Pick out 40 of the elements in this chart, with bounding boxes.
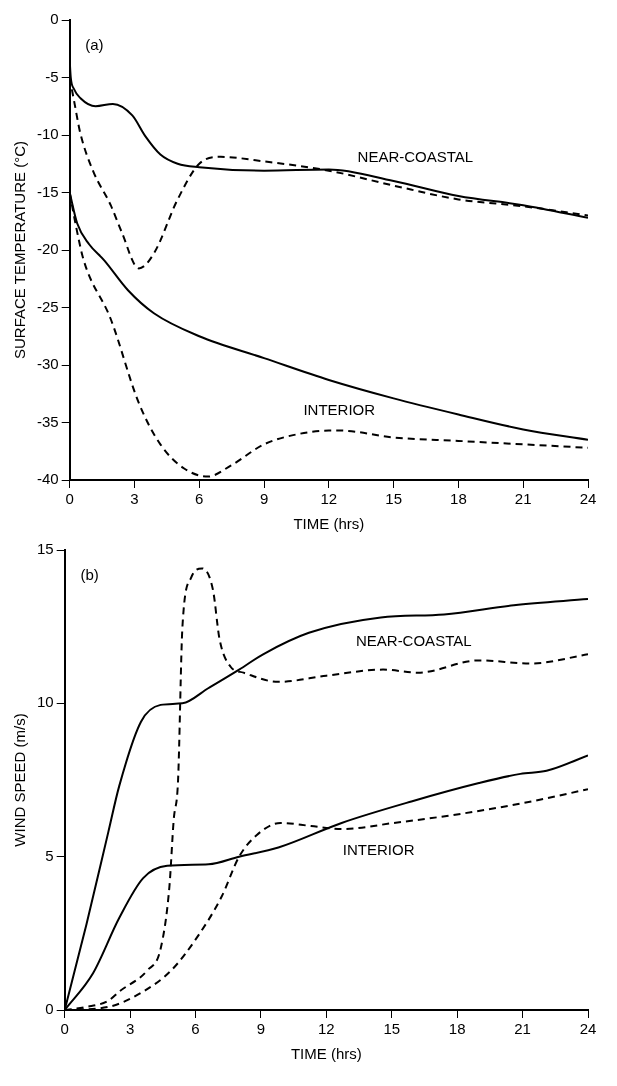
annotation: NEAR-COASTAL bbox=[355, 632, 472, 650]
x-tick-label: 12 bbox=[318, 1020, 335, 1038]
y-tick-label: -10 bbox=[36, 125, 59, 143]
x-tick-label: 24 bbox=[579, 490, 597, 508]
annotation: INTERIOR bbox=[303, 401, 376, 419]
x-tick-label: 9 bbox=[259, 490, 269, 508]
annotation: (b) bbox=[80, 566, 99, 584]
x-tick-label: 3 bbox=[125, 1020, 135, 1038]
y-tick-label: -25 bbox=[36, 297, 59, 315]
y-tick-label: -20 bbox=[36, 240, 59, 258]
x-tick-label: 15 bbox=[385, 490, 402, 508]
y-tick-label: 0 bbox=[50, 10, 59, 28]
y-axis-title: WIND SPEED (m/s) bbox=[11, 713, 29, 847]
x-tick-label: 21 bbox=[514, 1020, 531, 1038]
x-tick-label: 6 bbox=[195, 490, 204, 508]
annotation: (a) bbox=[85, 36, 104, 54]
y-tick-label: -15 bbox=[36, 182, 59, 200]
y-tick-label: -35 bbox=[36, 412, 59, 430]
y-tick-label: 0 bbox=[45, 1000, 54, 1018]
x-tick-label: 21 bbox=[514, 490, 532, 508]
y-tick-label: 5 bbox=[45, 846, 54, 864]
y-tick-label: 15 bbox=[37, 540, 54, 558]
annotation: NEAR-COASTAL bbox=[357, 148, 474, 166]
annotation: INTERIOR bbox=[342, 840, 415, 858]
x-tick-label: 15 bbox=[383, 1020, 401, 1038]
y-tick-label: -40 bbox=[36, 470, 59, 488]
x-tick-label: 0 bbox=[65, 490, 74, 508]
x-axis-title: TIME (hrs) bbox=[290, 1045, 362, 1063]
x-tick-label: 6 bbox=[191, 1020, 200, 1038]
x-tick-label: 3 bbox=[130, 490, 139, 508]
x-tick-label: 12 bbox=[320, 490, 338, 508]
y-tick-label: -5 bbox=[45, 67, 59, 85]
x-tick-label: 9 bbox=[256, 1020, 266, 1038]
y-axis-title: SURFACE TEMPERATURE (°C) bbox=[11, 141, 29, 359]
y-tick-label: -30 bbox=[36, 355, 59, 373]
x-tick-label: 18 bbox=[450, 490, 467, 508]
x-tick-label: 18 bbox=[448, 1020, 466, 1038]
y-tick-label: 10 bbox=[37, 693, 54, 711]
x-tick-label: 24 bbox=[579, 1020, 597, 1038]
x-axis-title: TIME (hrs) bbox=[293, 515, 365, 533]
